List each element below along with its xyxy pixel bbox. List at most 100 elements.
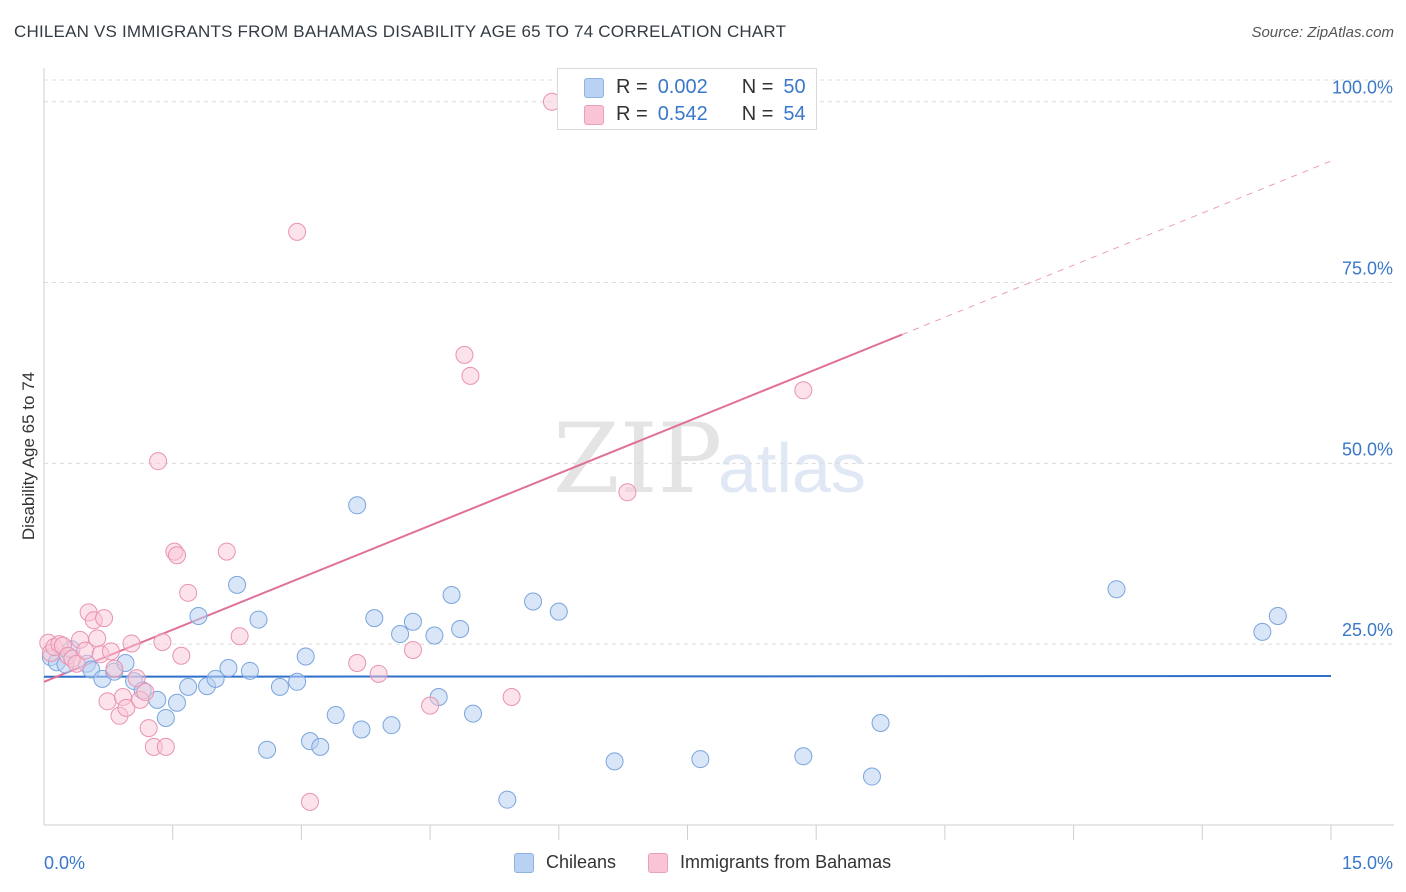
bahamas-points	[39, 92, 813, 811]
legend-row-bahamas: R = 0.542 N = 54	[584, 103, 806, 126]
n-value: 54	[783, 103, 806, 125]
chileans-point	[1253, 622, 1272, 641]
chileans-point	[189, 606, 208, 625]
chileans-point	[691, 750, 710, 769]
legend-label-chileans: Chileans	[546, 852, 617, 872]
bahamas-point	[179, 583, 198, 602]
bahamas-point	[67, 654, 86, 673]
bahamas-point	[461, 366, 480, 385]
bahamas-point	[217, 542, 236, 561]
trend-lines	[43, 160, 1332, 683]
chileans-point	[179, 677, 198, 696]
y-axis-label: Disability Age 65 to 74	[19, 372, 38, 540]
bahamas-point	[98, 692, 117, 711]
bahamas-point	[455, 345, 474, 364]
bahamas-point	[122, 634, 141, 653]
r-value: 0.542	[657, 103, 708, 125]
bahamas-swatch	[584, 104, 604, 125]
chileans-point	[464, 704, 482, 723]
series-legend: Chileans Immigrants from Bahamas	[514, 852, 923, 873]
gridlines	[44, 79, 1394, 645]
chileans-point	[382, 716, 401, 735]
bahamas-point	[117, 698, 136, 717]
chileans-point	[311, 737, 330, 756]
bahamas-point	[156, 737, 175, 756]
bahamas-point	[348, 653, 367, 672]
bahamas-point	[167, 546, 186, 565]
chileans-point	[442, 585, 461, 604]
y-tick-label: 75.0%	[1342, 259, 1393, 279]
chileans-point	[365, 609, 384, 628]
bahamas-point	[127, 669, 146, 688]
legend-item-bahamas: Immigrants from Bahamas	[648, 852, 891, 873]
bahamas-trend-extension	[901, 160, 1332, 336]
bahamas-point	[502, 687, 521, 706]
chileans-point	[249, 610, 268, 629]
legend-item-chileans: Chileans	[514, 852, 616, 873]
watermark-atlas: atlas	[718, 429, 866, 507]
chileans-point	[206, 669, 225, 688]
chileans-point	[219, 659, 238, 678]
bahamas-trend-line	[43, 333, 903, 683]
chileans-point	[167, 693, 186, 712]
chileans-point	[549, 602, 568, 621]
chileans-point	[296, 647, 315, 666]
n-value: 50	[783, 76, 806, 98]
r-value: 0.002	[657, 76, 708, 98]
source-label: Source: ZipAtlas.com	[1251, 24, 1394, 41]
x-tick-labels: 0.0% 15.0%	[44, 853, 1393, 873]
chileans-point	[352, 720, 371, 739]
bahamas-point	[618, 483, 637, 502]
chileans-point	[258, 740, 277, 759]
bahamas-point	[230, 627, 249, 646]
chart-title: CHILEAN VS IMMIGRANTS FROM BAHAMAS DISAB…	[14, 22, 787, 41]
y-tick-label: 100.0%	[1332, 78, 1393, 98]
bahamas-point	[95, 609, 114, 628]
bahamas-point	[149, 452, 168, 471]
chileans-point	[391, 625, 410, 644]
x-tick-label: 0.0%	[44, 853, 85, 873]
chileans-swatch	[584, 77, 604, 98]
chileans-point	[228, 575, 247, 594]
chileans-point	[288, 672, 307, 691]
chileans-point	[348, 496, 367, 515]
bahamas-swatch	[648, 852, 669, 873]
bahamas-point	[153, 633, 172, 652]
chileans-point	[794, 747, 813, 766]
bahamas-point	[421, 696, 440, 715]
bahamas-point	[794, 381, 813, 400]
r-label: R =	[616, 76, 648, 98]
y-tick-label: 25.0%	[1342, 620, 1393, 640]
legend-label-bahamas: Immigrants from Bahamas	[680, 852, 892, 872]
n-label: N =	[741, 76, 774, 98]
bahamas-point	[136, 682, 155, 701]
watermark: ZIP atlas	[553, 403, 866, 515]
chileans-point	[326, 706, 345, 725]
bahamas-point	[300, 792, 319, 811]
correlation-legend: R = 0.002 N = 50 R = 0.542 N = 54	[557, 68, 817, 130]
bahamas-point	[403, 640, 422, 659]
r-label: R =	[616, 103, 648, 125]
bahamas-point	[172, 646, 191, 665]
y-tick-label: 50.0%	[1342, 439, 1393, 459]
chileans-point	[1268, 606, 1287, 625]
y-tick-labels: 25.0% 50.0% 75.0% 100.0%	[1332, 78, 1393, 640]
chileans-trend-line	[43, 675, 1332, 678]
chileans-point	[862, 767, 881, 786]
chileans-point	[425, 626, 444, 645]
chileans-point	[498, 790, 517, 809]
bahamas-point	[101, 642, 120, 661]
chileans-point	[270, 677, 289, 696]
n-label: N =	[741, 103, 774, 125]
watermark-zip: ZIP	[553, 403, 722, 515]
chileans-point	[403, 612, 422, 631]
bahamas-point	[88, 629, 107, 648]
chileans-point	[1107, 580, 1126, 599]
axes	[43, 68, 1394, 840]
x-tick-label: 15.0%	[1342, 853, 1393, 873]
bahamas-point	[139, 719, 158, 738]
chileans-point	[240, 661, 259, 680]
chileans-point	[605, 752, 624, 771]
chileans-swatch	[514, 852, 534, 873]
